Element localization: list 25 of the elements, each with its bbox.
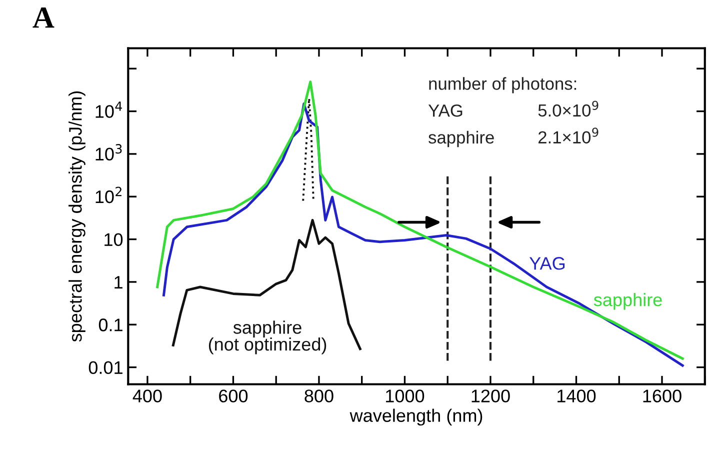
y-tick-label: 0.1 bbox=[98, 318, 122, 332]
annotation: 5.0×10$^{9}$ bbox=[538, 100, 598, 117]
y-tick-label: 1 bbox=[114, 276, 122, 288]
x-tick-label: 1000 bbox=[386, 390, 424, 402]
x-tick-label: 1400 bbox=[558, 390, 596, 402]
x-tick-label: 600 bbox=[219, 390, 248, 402]
y-tick-label: 10$^{4}$ bbox=[96, 102, 122, 118]
x-tick-label: 800 bbox=[304, 390, 334, 402]
y-tick-label: 0.01 bbox=[88, 361, 122, 374]
x-axis-title: wavelength (nm) bbox=[350, 408, 482, 426]
y-axis-title: spectral energy density (pJ/nm) bbox=[68, 91, 86, 342]
series-label: YAG bbox=[529, 257, 565, 270]
x-tick-label: 1600 bbox=[643, 390, 682, 402]
series-label: sapphire bbox=[594, 292, 662, 310]
y-tick-label: 10 bbox=[104, 233, 123, 246]
x-tick-label: 1200 bbox=[472, 390, 510, 402]
annotation: YAG bbox=[428, 104, 462, 117]
y-tick-label: 10$^{2}$ bbox=[96, 186, 122, 204]
y-tick-label: 10$^{3}$ bbox=[96, 144, 122, 161]
annotation: 2.1×10$^{9}$ bbox=[538, 128, 598, 144]
annotation: number of photons: bbox=[429, 77, 576, 94]
chart-title: A bbox=[32, 7, 54, 28]
annotation: sapphire bbox=[428, 130, 494, 148]
series-label: sapphire (not optimized) bbox=[208, 320, 326, 354]
x-tick-label: 400 bbox=[132, 390, 162, 402]
